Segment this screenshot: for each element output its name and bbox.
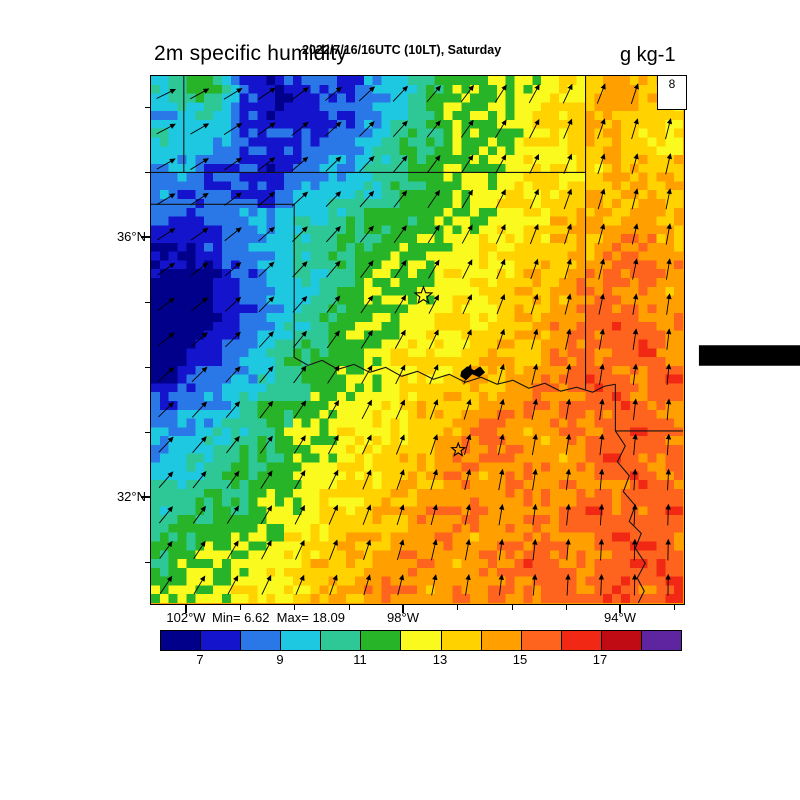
variable-title: 2m specific humidity <box>154 42 348 65</box>
axis-tick <box>141 496 150 498</box>
colorbar-segment <box>600 631 641 650</box>
colorbar-segment <box>280 631 321 650</box>
station-star-markers <box>413 285 467 457</box>
colorbar-segment <box>161 631 201 650</box>
lon-label: 94°W <box>604 610 636 625</box>
units-label: g kg-1 <box>620 44 676 66</box>
wind-arrows-layer <box>156 83 673 596</box>
axis-tick <box>293 605 295 610</box>
reference-arrow-icon <box>698 345 800 366</box>
axis-tick <box>145 366 150 368</box>
reference-arrow-value: 8 <box>668 77 676 91</box>
axis-tick <box>565 605 567 610</box>
header-datetime: 2022/7/16/16UTC (10LT), Saturday <box>302 43 502 57</box>
star-marker-icon <box>413 285 434 305</box>
lat-label: 32°N <box>116 489 146 504</box>
axis-tick <box>185 605 187 613</box>
state-borders-layer <box>151 76 683 603</box>
axis-tick <box>673 605 675 610</box>
colorbar-tick-label: 17 <box>592 652 608 667</box>
colorbar-tick-label: 7 <box>196 652 204 667</box>
colorbar-tick-label: 15 <box>512 652 528 667</box>
colorbar-segment <box>240 631 281 650</box>
axis-tick <box>348 605 350 610</box>
colorbar-segment <box>520 631 561 650</box>
axis-tick <box>145 171 150 173</box>
map-panel: 8 <box>150 75 800 605</box>
axis-tick <box>145 561 150 563</box>
lon-label: 102°W <box>166 610 206 625</box>
colorbar-tick-label: 9 <box>276 652 284 667</box>
colorbar-segment <box>560 631 601 650</box>
axis-tick <box>239 605 241 610</box>
humidity-field-layer <box>151 76 683 603</box>
map-canvas <box>151 76 683 603</box>
colorbar-segment <box>320 631 361 650</box>
star-marker-icon <box>450 441 467 457</box>
colorbar-segment <box>400 631 441 650</box>
axis-tick <box>141 236 150 238</box>
colorbar-segment <box>440 631 481 650</box>
axis-tick <box>145 106 150 108</box>
colorbar-tick-label: 13 <box>432 652 448 667</box>
axis-tick <box>402 605 404 613</box>
axis-tick <box>145 431 150 433</box>
colorbar <box>160 630 682 651</box>
reference-arrow-box: 8 <box>657 75 800 366</box>
axis-tick <box>511 605 513 610</box>
colorbar-segment <box>640 631 682 650</box>
lat-label: 36°N <box>116 229 146 244</box>
colorbar-segment <box>200 631 241 650</box>
axis-tick <box>145 301 150 303</box>
axis-tick <box>619 605 621 613</box>
colorbar-tick-label: 11 <box>353 652 367 667</box>
minmax-text: Min= 6.62 Max= 18.09 <box>212 610 345 625</box>
lon-label: 98°W <box>387 610 419 625</box>
axis-tick <box>456 605 458 610</box>
colorbar-segment <box>360 631 401 650</box>
colorbar-segment <box>480 631 521 650</box>
